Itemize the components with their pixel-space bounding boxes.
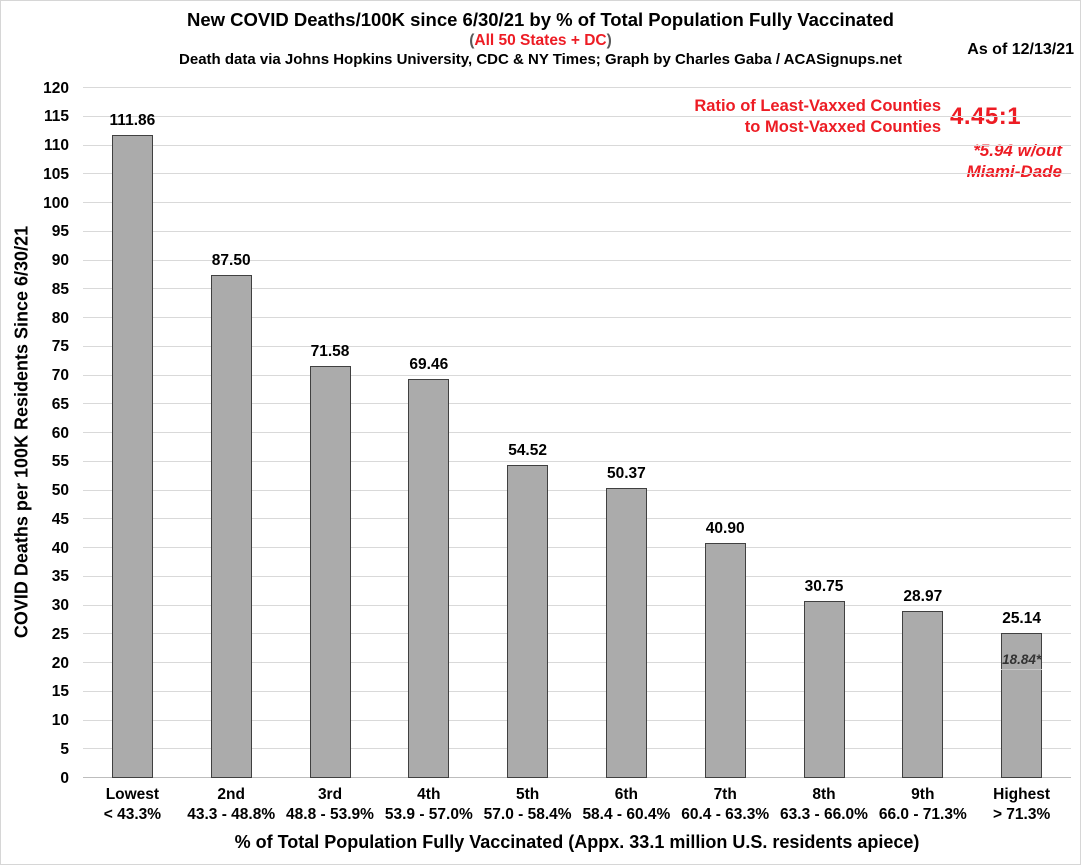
y-tick-label: 30 — [51, 596, 69, 614]
y-tick-label: 60 — [51, 424, 69, 442]
y-tick-label: 115 — [43, 108, 69, 125]
y-tick-label: 100 — [43, 194, 69, 212]
x-category-label: 4th 53.9 - 57.0% — [384, 786, 473, 823]
ratio-label-line2: to Most-Vaxxed Counties — [744, 118, 941, 136]
bar-highest — [1001, 633, 1043, 778]
gridline — [83, 633, 1071, 635]
gridline — [83, 317, 1071, 318]
y-tick-label: 80 — [51, 309, 69, 327]
gridline — [83, 489, 1071, 491]
gridline — [83, 144, 1071, 146]
x-axis-categories: Lowest < 43.3% 2nd 43.3 - 48.8% 3rd 48.8 - 53… — [83, 785, 1071, 831]
x-axis-line — [83, 777, 1071, 778]
x-category-label: 2nd 43.3 - 48.8% — [187, 786, 276, 823]
gridline — [83, 202, 1071, 203]
gridline — [83, 460, 1071, 462]
y-tick-label: 35 — [51, 568, 69, 585]
gridline — [83, 87, 1071, 88]
ratio-footnote-line2: Miami-Dade — [966, 162, 1062, 181]
ratio-footnote-line1: *5.94 w/out — [973, 141, 1062, 160]
gridline — [83, 575, 1071, 577]
x-axis-title: % of Total Population Fully Vaccinated (… — [234, 832, 920, 852]
subtitle-text: All 50 States + DC — [474, 32, 607, 49]
y-tick-label: 40 — [51, 539, 69, 557]
x-category-label: 3rd 48.8 - 53.9% — [286, 786, 374, 823]
y-tick-label: 10 — [51, 711, 69, 729]
gridline — [83, 662, 1071, 663]
bar-8th — [803, 601, 845, 778]
x-category-label: 5th 57.0 - 58.4% — [483, 786, 572, 823]
gridline — [83, 288, 1071, 290]
bar-lowest — [111, 134, 153, 778]
y-tick-label: 0 — [60, 769, 69, 787]
bar-value-label: 87.50 — [211, 251, 251, 269]
bar-4th — [408, 378, 450, 778]
y-tick-label: 75 — [51, 338, 69, 355]
y-tick-label: 20 — [51, 654, 69, 672]
y-tick-label: 5 — [60, 740, 69, 758]
y-axis-ticks: 0 5 10 15 20 25 30 35 40 45 50 55 60 65 70 75 80 85 90 95 10… — [1, 80, 69, 785]
x-category-label: 8th 63.3 - 66.0% — [780, 786, 868, 823]
y-tick-label: 90 — [51, 251, 69, 269]
ratio-label-line1: Ratio of Least-Vaxxed Counties — [694, 97, 941, 115]
bar-value-label: 71.58 — [310, 343, 350, 361]
x-category-label: 7th 60.4 - 63.3% — [681, 786, 770, 823]
y-tick-label: 105 — [43, 165, 69, 183]
bar-2nd — [210, 274, 252, 778]
bar-3rd — [309, 366, 351, 778]
gridline — [83, 230, 1071, 232]
y-tick-label: 15 — [51, 683, 69, 700]
y-tick-label: 65 — [51, 395, 69, 413]
gridline — [83, 403, 1071, 405]
bar-value-label: 40.90 — [705, 519, 745, 537]
gridline — [83, 547, 1071, 548]
plot-area: 111.86 87.50 71.58 69.46 54.52 50.37 40.90 30.7… — [83, 87, 1071, 778]
bar-annotation: 18.84* — [1001, 652, 1043, 670]
bar-6th — [605, 488, 647, 778]
gridline — [83, 115, 1071, 117]
ratio-footnote: *5.94 w/out Miami-Dade — [967, 140, 1062, 182]
y-tick-label: 95 — [51, 223, 69, 240]
bar-9th — [902, 611, 944, 778]
gridline — [83, 518, 1071, 520]
x-category-label: 6th 58.4 - 60.4% — [582, 786, 671, 823]
subtitle-paren-close: ) — [606, 32, 612, 49]
gridline — [83, 690, 1071, 692]
gridline — [83, 173, 1071, 175]
chart-subtitle: (All 50 States + DC) — [1, 32, 1080, 50]
bar-value-label: 54.52 — [508, 441, 547, 459]
bar-value-label: 111.86 — [109, 111, 156, 129]
bar-value-label: 25.14 — [1002, 610, 1041, 628]
gridline — [83, 345, 1071, 347]
bar-value-label: 50.37 — [606, 465, 646, 483]
y-tick-label: 55 — [51, 453, 69, 470]
bar-value-label: 28.97 — [903, 588, 943, 606]
y-tick-label: 70 — [51, 366, 69, 384]
x-category-label: 9th 66.0 - 71.3% — [878, 786, 967, 823]
chart-title: New COVID Deaths/100K since 6/30/21 by %… — [187, 9, 894, 30]
x-category-label: Lowest < 43.3% — [103, 786, 162, 823]
gridline — [83, 604, 1071, 606]
bar-5th — [507, 464, 549, 778]
gridline — [83, 432, 1071, 433]
y-tick-label: 110 — [43, 136, 69, 154]
x-category-label: Highest > 71.3% — [992, 786, 1051, 823]
bar-value-label: 69.46 — [409, 355, 449, 373]
gridline — [83, 259, 1071, 261]
y-tick-label: 85 — [51, 280, 69, 298]
bar-value-label: 30.75 — [804, 578, 844, 596]
bar-7th — [704, 542, 746, 778]
data-credit-line: Death data via Johns Hopkins University,… — [179, 51, 902, 68]
gridline — [83, 748, 1071, 750]
ratio-annotation-label: Ratio of Least-Vaxxed Counties to Most-V… — [694, 96, 941, 138]
as-of-date: As of 12/13/21 — [967, 41, 1074, 58]
gridline — [83, 719, 1071, 721]
y-tick-label: 45 — [51, 510, 69, 528]
y-tick-label: 25 — [51, 625, 69, 643]
gridline — [83, 374, 1071, 376]
subtitle-paren-open: ( — [469, 32, 475, 49]
y-tick-label: 120 — [43, 79, 69, 97]
y-tick-label: 50 — [51, 481, 69, 499]
